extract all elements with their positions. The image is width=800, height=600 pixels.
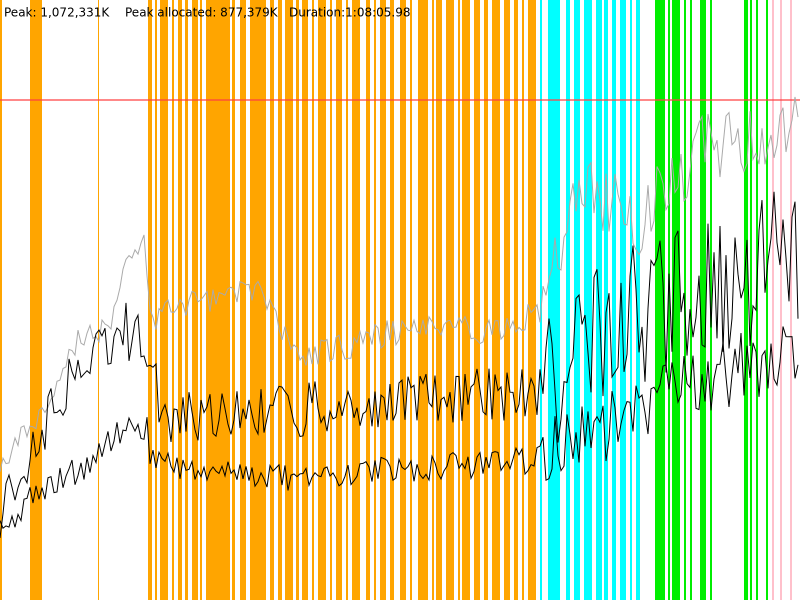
event-stripe <box>684 0 686 600</box>
event-stripe <box>584 0 592 600</box>
event-stripe <box>336 0 342 600</box>
event-stripe <box>0 0 2 600</box>
event-stripe <box>514 0 518 600</box>
event-stripe <box>155 0 157 600</box>
event-stripe <box>30 0 42 600</box>
event-stripe <box>232 0 235 600</box>
memory-line <box>0 191 799 539</box>
event-stripe <box>148 0 152 600</box>
event-stripe <box>630 0 632 600</box>
event-stripe <box>446 0 454 600</box>
event-stripe <box>192 0 198 600</box>
event-stripe <box>620 0 626 600</box>
event-stripe <box>330 0 332 600</box>
event-stripe <box>458 0 460 600</box>
event-stripe <box>522 0 524 600</box>
event-stripe <box>172 0 174 600</box>
event-stripe <box>548 0 560 600</box>
event-stripe <box>302 0 308 600</box>
event-stripe <box>574 0 580 600</box>
event-stripe <box>474 0 480 600</box>
event-stripe <box>240 0 246 600</box>
event-stripe <box>400 0 406 600</box>
event-stripe <box>655 0 665 600</box>
event-stripe <box>566 0 570 600</box>
event-stripe <box>750 0 752 600</box>
event-stripe <box>528 0 536 600</box>
event-stripe <box>374 0 376 600</box>
event-stripe <box>410 0 412 600</box>
event-stripe <box>612 0 616 600</box>
event-stripe <box>636 0 640 600</box>
memory-lines <box>0 96 799 539</box>
event-stripe <box>790 0 792 600</box>
event-stripe <box>352 0 360 600</box>
event-stripe <box>668 0 670 600</box>
event-stripe <box>766 0 768 600</box>
event-stripe <box>504 0 510 600</box>
event-stripe <box>540 0 542 600</box>
event-stripe <box>690 0 692 600</box>
event-stripe <box>270 0 274 600</box>
event-stripe <box>492 0 500 600</box>
event-stripe <box>346 0 348 600</box>
memory-line <box>0 326 799 530</box>
event-stripe <box>418 0 428 600</box>
event-stripe <box>432 0 434 600</box>
event-stripe <box>710 0 712 600</box>
event-stripe <box>390 0 394 600</box>
event-stripe <box>366 0 370 600</box>
peak-allocated-label: Peak allocated: 877,379K <box>125 6 279 20</box>
event-stripe <box>756 0 758 600</box>
duration-label: Duration:1:08:05.98 <box>289 6 411 20</box>
event-stripe <box>296 0 299 600</box>
event-stripe <box>312 0 314 600</box>
event-stripe <box>772 0 774 600</box>
event-stripe <box>285 0 293 600</box>
event-stripe <box>185 0 188 600</box>
event-stripe <box>436 0 442 600</box>
event-stripe <box>278 0 282 600</box>
event-stripe <box>484 0 488 600</box>
memory-line <box>0 96 799 472</box>
event-stripe <box>160 0 168 600</box>
event-stripe <box>744 0 748 600</box>
event-stripe <box>318 0 326 600</box>
event-stripe <box>250 0 266 600</box>
event-stripe <box>672 0 680 600</box>
event-stripe <box>380 0 386 600</box>
event-stripe <box>780 0 782 600</box>
peak-label: Peak: 1,072,331K <box>4 6 110 20</box>
event-stripe <box>462 0 470 600</box>
event-stripe <box>604 0 608 600</box>
event-stripe <box>700 0 706 600</box>
event-stripe <box>98 0 99 600</box>
event-stripe <box>206 0 230 600</box>
